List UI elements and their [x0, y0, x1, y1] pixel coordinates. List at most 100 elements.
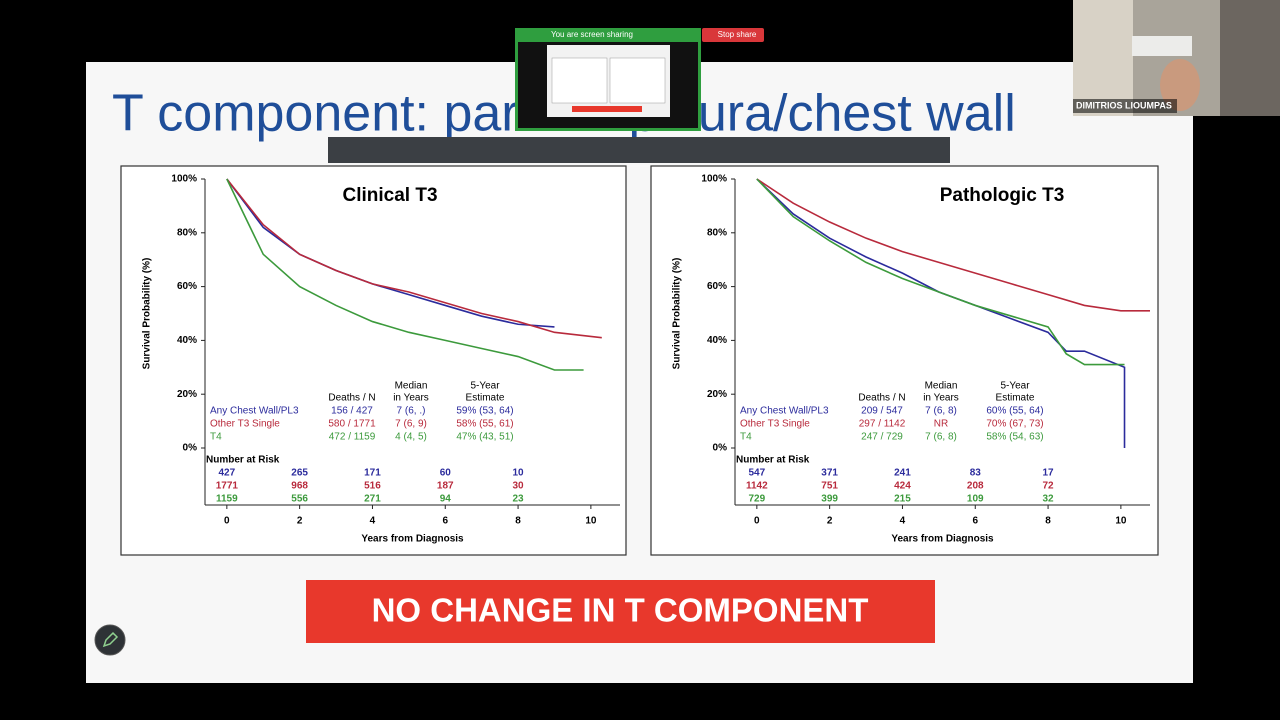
- x-tick-label: 0: [224, 516, 230, 527]
- preview-chart: [551, 57, 608, 104]
- risk-count: 23: [513, 494, 525, 505]
- x-tick-label: 10: [1115, 516, 1127, 527]
- table-cell: 7 (6, 8): [925, 406, 957, 417]
- table-cell: 209 / 547: [861, 406, 903, 417]
- x-tick-label: 2: [297, 516, 303, 527]
- table-cell: 58% (55, 61): [456, 419, 513, 430]
- risk-count: 1159: [216, 494, 238, 505]
- survival-curve: [226, 178, 602, 339]
- video-ac-unit: [1132, 36, 1192, 56]
- risk-count: 171: [364, 468, 381, 479]
- risk-count: 399: [821, 494, 838, 505]
- share-status: You are screen sharing: [551, 30, 633, 39]
- banner-text: NO CHANGE IN T COMPONENT: [372, 592, 869, 629]
- legend-entry: T4: [210, 432, 222, 443]
- y-tick-label: 80%: [707, 227, 727, 238]
- risk-count: 729: [748, 494, 765, 505]
- table-cell: 297 / 1142: [859, 419, 906, 430]
- table-header: Deaths / N: [328, 393, 375, 404]
- table-header: 5-Year: [470, 381, 500, 392]
- y-axis-label: Survival Probability (%): [142, 258, 153, 370]
- risk-count: 1771: [216, 481, 239, 492]
- table-cell: 60% (55, 64): [986, 406, 1043, 417]
- legend-entry: Any Chest Wall/PL3: [210, 406, 299, 417]
- risk-count: 547: [748, 468, 765, 479]
- chart-title: Pathologic T3: [940, 185, 1065, 206]
- table-cell: NR: [934, 419, 948, 430]
- table-cell: 58% (54, 63): [986, 432, 1043, 443]
- x-axis-label: Years from Diagnosis: [361, 534, 464, 545]
- table-cell: 7 (6, .): [397, 406, 426, 417]
- x-tick-label: 4: [370, 516, 376, 527]
- risk-count: 556: [291, 494, 308, 505]
- risk-count: 968: [291, 481, 308, 492]
- risk-count: 72: [1043, 481, 1055, 492]
- x-tick-label: 0: [754, 516, 760, 527]
- stop-share-button[interactable]: [702, 28, 764, 42]
- table-cell: 59% (53, 64): [456, 406, 513, 417]
- risk-count: 17: [1043, 468, 1055, 479]
- table-header: Median: [925, 381, 958, 392]
- risk-count: 265: [291, 468, 308, 479]
- y-tick-label: 100%: [701, 174, 727, 185]
- x-tick-label: 2: [827, 516, 833, 527]
- x-tick-label: 4: [900, 516, 906, 527]
- risk-count: 187: [437, 481, 454, 492]
- legend-entry: Other T3 Single: [740, 419, 810, 430]
- table-header: Median: [395, 381, 428, 392]
- pencil-icon: [102, 631, 119, 648]
- video-person: [1160, 59, 1200, 111]
- table-header: in Years: [393, 393, 429, 404]
- share-overlay-bar: [328, 137, 950, 163]
- risk-count: 516: [364, 481, 381, 492]
- table-cell: 7 (6, 8): [925, 432, 957, 443]
- table-cell: 4 (4, 5): [395, 432, 427, 443]
- table-cell: 47% (43, 51): [456, 432, 513, 443]
- risk-title: Number at Risk: [206, 455, 280, 466]
- survival-curve: [226, 178, 584, 371]
- risk-count: 30: [513, 481, 525, 492]
- video-wall: [1073, 0, 1133, 116]
- risk-count: 215: [894, 494, 911, 505]
- risk-count: 10: [513, 468, 525, 479]
- risk-count: 109: [967, 494, 984, 505]
- table-header: in Years: [923, 393, 959, 404]
- table-cell: 580 / 1771: [328, 419, 376, 430]
- risk-count: 271: [364, 494, 381, 505]
- y-tick-label: 20%: [177, 389, 197, 400]
- risk-count: 94: [440, 494, 452, 505]
- y-tick-label: 60%: [177, 281, 197, 292]
- table-cell: 472 / 1159: [329, 432, 376, 443]
- risk-count: 1142: [746, 481, 768, 492]
- risk-count: 424: [894, 481, 911, 492]
- table-cell: 247 / 729: [861, 432, 903, 443]
- y-tick-label: 80%: [177, 227, 197, 238]
- table-header: 5-Year: [1000, 381, 1030, 392]
- name-tag: [1073, 99, 1177, 113]
- preview-banner: [572, 106, 642, 112]
- y-tick-label: 100%: [171, 174, 197, 185]
- survival-curve: [226, 178, 555, 328]
- table-header: Estimate: [996, 393, 1035, 404]
- y-tick-label: 0%: [183, 443, 198, 454]
- x-tick-label: 8: [1045, 516, 1051, 527]
- table-cell: 156 / 427: [331, 406, 373, 417]
- x-tick-label: 6: [442, 516, 448, 527]
- legend-entry: Any Chest Wall/PL3: [740, 406, 829, 417]
- stop-share-label[interactable]: Stop share: [718, 30, 757, 39]
- survival-curve: [756, 178, 1125, 366]
- table-header: Estimate: [466, 393, 505, 404]
- risk-count: 83: [970, 468, 982, 479]
- x-tick-label: 8: [515, 516, 521, 527]
- annotate-button[interactable]: [94, 624, 126, 656]
- chart-title: Clinical T3: [342, 185, 437, 206]
- participant-name: DIMITRIOS LIOUMPAS: [1076, 100, 1172, 110]
- x-tick-label: 10: [585, 516, 597, 527]
- y-axis-label: Survival Probability (%): [672, 258, 683, 370]
- y-tick-label: 0%: [713, 443, 728, 454]
- table-cell: 70% (67, 73): [986, 419, 1043, 430]
- y-tick-label: 40%: [707, 335, 727, 346]
- legend-entry: T4: [740, 432, 752, 443]
- x-axis-label: Years from Diagnosis: [891, 534, 994, 545]
